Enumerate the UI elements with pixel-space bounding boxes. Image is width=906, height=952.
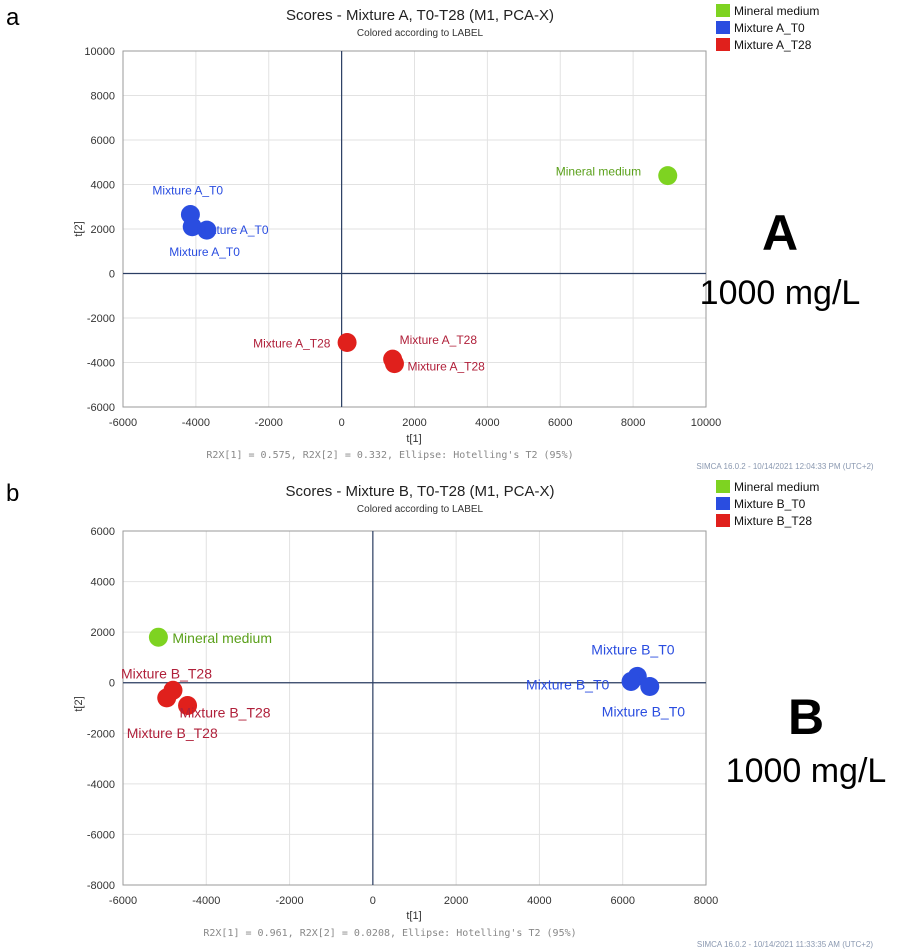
data-label: Mixture B_T28 [127, 725, 218, 741]
x-tick-label: 6000 [548, 417, 572, 429]
data-label: Mixture B_T0 [591, 641, 674, 657]
scores-plot-mixture-a: Scores - Mixture A, T0-T28 (M1, PCA-X) Co… [73, 4, 874, 471]
data-label: Mineral medium [172, 630, 272, 646]
data-point [337, 332, 357, 352]
data-label: Mixture A_T0 [169, 245, 240, 259]
legend-label: Mineral medium [734, 4, 819, 18]
x-tick-label: 10000 [691, 417, 722, 429]
x-tick-label: 0 [339, 417, 345, 429]
annotation-letter: A [762, 205, 798, 261]
x-axis-label: t[1] [406, 910, 421, 922]
annotation-concentration: 1000 mg/L [726, 752, 887, 790]
x-tick-label: -4000 [192, 895, 220, 907]
y-tick-label: 8000 [91, 91, 115, 103]
legend-swatch [716, 514, 730, 527]
x-tick-label: -2000 [255, 417, 283, 429]
scores-plot-mixture-b: Scores - Mixture B, T0-T28 (M1, PCA-X) Co… [73, 480, 887, 949]
x-tick-label: 4000 [527, 895, 551, 907]
legend-label: Mixture B_T0 [734, 497, 806, 511]
x-tick-label: -2000 [276, 895, 304, 907]
data-label: Mixture A_T0 [152, 184, 223, 198]
y-axis-label: t[2] [73, 221, 85, 236]
chart-subtitle: Colored according to LABEL [357, 504, 484, 515]
y-tick-label: 2000 [91, 224, 115, 236]
y-tick-label: -6000 [87, 402, 115, 414]
x-tick-label: 8000 [621, 417, 645, 429]
software-timestamp: SIMCA 16.0.2 - 10/14/2021 11:33:35 AM (U… [697, 940, 874, 949]
y-tick-label: 6000 [91, 135, 115, 147]
y-tick-label: 4000 [91, 180, 115, 192]
data-label: Mineral medium [556, 165, 641, 179]
y-tick-label: 6000 [91, 526, 115, 538]
data-point [178, 695, 198, 715]
data-point [621, 671, 641, 691]
x-tick-label: 0 [370, 895, 376, 907]
panel-letter: b [6, 480, 20, 507]
data-point [658, 166, 678, 186]
data-label: Mixture B_T28 [180, 704, 271, 720]
y-tick-label: -8000 [87, 880, 115, 892]
chart-title: Scores - Mixture A, T0-T28 (M1, PCA-X) [286, 7, 554, 24]
y-tick-label: 2000 [91, 627, 115, 639]
data-point [640, 677, 660, 697]
data-label: Mixture B_T0 [602, 704, 685, 720]
legend-label: Mixture A_T28 [734, 38, 812, 52]
software-timestamp: SIMCA 16.0.2 - 10/14/2021 12:04:33 PM (U… [696, 462, 874, 471]
x-tick-label: -6000 [109, 417, 137, 429]
data-point [182, 217, 202, 237]
y-tick-label: 0 [109, 269, 115, 281]
x-tick-label: -6000 [109, 895, 137, 907]
x-tick-label: 2000 [444, 895, 468, 907]
annotation-concentration: 1000 mg/L [700, 274, 861, 312]
y-axis-label: t[2] [73, 696, 85, 711]
legend-swatch [716, 497, 730, 510]
panel-letter: a [6, 4, 20, 31]
y-tick-label: -4000 [87, 358, 115, 370]
data-point [384, 354, 404, 374]
plot-frame [122, 530, 707, 886]
panel-b: b Scores - Mixture B, T0-T28 (M1, PCA-X)… [0, 476, 906, 952]
data-label: Mixture A_T28 [253, 336, 331, 350]
legend-swatch [716, 21, 730, 34]
legend-swatch [716, 4, 730, 17]
y-tick-label: -2000 [87, 313, 115, 325]
legend-label: Mixture B_T28 [734, 514, 812, 528]
data-label: Mixture B_T0 [526, 676, 609, 692]
model-summary-footer: R2X[1] = 0.575, R2X[2] = 0.332, Ellipse:… [206, 450, 573, 461]
y-tick-label: 0 [109, 678, 115, 690]
data-point [197, 220, 217, 240]
legend-swatch [716, 38, 730, 51]
y-tick-label: -4000 [87, 779, 115, 791]
data-label: Mixture A_T28 [407, 360, 485, 374]
x-tick-label: -4000 [182, 417, 210, 429]
plot-frame [122, 50, 707, 408]
chart-subtitle: Colored according to LABEL [357, 28, 484, 39]
data-label: Mixture A_T0 [198, 223, 269, 237]
model-summary-footer: R2X[1] = 0.961, R2X[2] = 0.0208, Ellipse… [203, 928, 576, 939]
y-tick-label: -2000 [87, 728, 115, 740]
y-tick-label: 10000 [84, 46, 115, 58]
x-tick-label: 4000 [475, 417, 499, 429]
data-point [148, 627, 168, 647]
annotation-letter: B [788, 689, 824, 745]
x-tick-label: 8000 [694, 895, 718, 907]
data-label: Mixture A_T28 [400, 333, 478, 347]
x-tick-label: 2000 [402, 417, 426, 429]
chart-title: Scores - Mixture B, T0-T28 (M1, PCA-X) [286, 483, 555, 500]
panel-a: a Scores - Mixture A, T0-T28 (M1, PCA-X)… [6, 4, 874, 471]
y-tick-label: -6000 [87, 829, 115, 841]
legend-swatch [716, 480, 730, 493]
data-point [157, 688, 177, 708]
legend-label: Mineral medium [734, 480, 819, 494]
y-tick-label: 4000 [91, 577, 115, 589]
legend-label: Mixture A_T0 [734, 21, 805, 35]
x-axis-label: t[1] [406, 433, 421, 445]
data-label: Mixture B_T28 [121, 665, 212, 681]
x-tick-label: 6000 [610, 895, 634, 907]
